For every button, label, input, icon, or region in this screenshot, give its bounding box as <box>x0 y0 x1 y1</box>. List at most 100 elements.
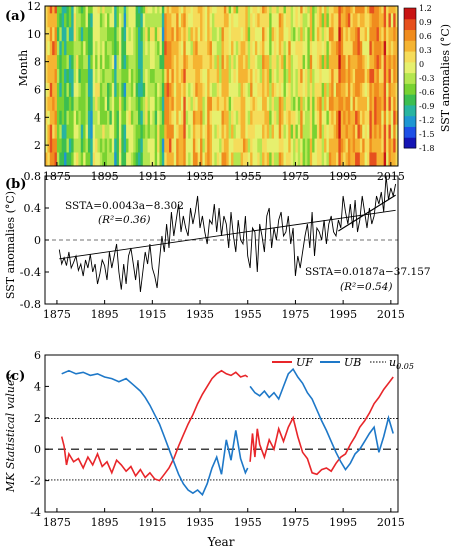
heatmap-cell <box>228 12 232 28</box>
heatmap-cell <box>378 40 382 56</box>
heatmap-cell <box>147 54 151 70</box>
heatmap-cell <box>285 138 289 153</box>
heatmap-cell <box>95 40 98 56</box>
heatmap-cell <box>118 96 122 111</box>
heatmap-cell <box>378 12 382 28</box>
heatmap-cell <box>80 54 84 70</box>
heatmap-cell <box>188 124 191 139</box>
heatmap-cell <box>190 152 194 167</box>
heatmap-cell <box>114 68 117 83</box>
heatmap-cell <box>335 82 339 97</box>
heatmap-cell <box>347 82 351 97</box>
heatmap-cell <box>381 152 385 167</box>
heatmap-cell <box>366 124 370 139</box>
heatmap-cell <box>328 96 332 111</box>
heatmap-cell <box>374 12 377 28</box>
heatmap-cell <box>314 12 318 28</box>
heatmap-cell <box>238 96 241 111</box>
heatmap-cell <box>235 26 239 42</box>
heatmap-cell <box>157 96 160 111</box>
heatmap-cell <box>190 138 194 153</box>
heatmap-cell <box>209 6 213 14</box>
heatmap-cell <box>307 6 311 14</box>
heatmap-cell <box>262 68 265 83</box>
heatmap-cell <box>195 6 199 14</box>
heatmap-cell <box>87 12 91 28</box>
heatmap-cell <box>152 12 156 28</box>
heatmap-cell <box>383 96 387 111</box>
heatmap-cell <box>214 82 218 97</box>
heatmap-cell <box>281 6 284 14</box>
heatmap-cell <box>295 12 299 28</box>
heatmap-cell <box>56 138 60 153</box>
heatmap-cell <box>247 110 251 125</box>
heatmap-cell <box>369 68 373 83</box>
heatmap-cell <box>173 6 177 14</box>
heatmap-cell <box>307 110 311 125</box>
heatmap-cell <box>66 110 70 125</box>
heatmap-cell <box>300 96 303 111</box>
heatmap-cell <box>104 26 108 42</box>
heatmap-cell <box>245 40 249 56</box>
heatmap-cell <box>221 40 225 56</box>
heatmap-cell <box>157 54 160 70</box>
heatmap-cell <box>76 110 79 125</box>
heatmap-cell <box>312 26 315 42</box>
heatmap-cell <box>157 40 160 56</box>
heatmap-cell <box>316 138 320 153</box>
heatmap-cell <box>118 138 122 153</box>
heatmap-cell <box>216 96 220 111</box>
heatmap-cell <box>142 82 146 97</box>
heatmap-cell <box>223 82 227 97</box>
heatmap-cell <box>376 6 380 14</box>
heatmap-cell <box>90 54 94 70</box>
heatmap-cell <box>214 26 218 42</box>
heatmap-cell <box>262 54 265 70</box>
heatmap-cell <box>242 96 246 111</box>
heatmap-cell <box>228 6 232 14</box>
heatmap-cell <box>295 96 299 111</box>
heatmap-cell <box>300 124 303 139</box>
heatmap-cell <box>371 54 375 70</box>
heatmap-cell <box>395 124 399 139</box>
colorbar-swatch <box>404 115 416 127</box>
heatmap-cell <box>176 96 179 111</box>
heatmap-cell <box>161 26 165 42</box>
heatmap-cell <box>359 40 363 56</box>
heatmap-cell <box>319 82 323 97</box>
heatmap-cell <box>290 6 294 14</box>
heatmap-cell <box>364 6 368 14</box>
heatmap-cell <box>76 124 79 139</box>
heatmap-cell <box>188 68 191 83</box>
heatmap-cell <box>297 138 301 153</box>
heatmap-cell <box>221 12 225 28</box>
heatmap-cell <box>390 26 394 42</box>
heatmap-cell <box>214 40 218 56</box>
heatmap-cell <box>83 110 86 125</box>
heatmap-cell <box>262 110 265 125</box>
heatmap-cell <box>295 40 299 56</box>
heatmap-cell <box>140 138 144 153</box>
heatmap-cell <box>61 6 65 14</box>
heatmap-cell <box>97 152 101 167</box>
heatmap-cell <box>71 124 75 139</box>
heatmap-cell <box>331 138 335 153</box>
heatmap-cell <box>316 26 320 42</box>
heatmap-cell <box>66 54 70 70</box>
heatmap-cell <box>192 54 196 70</box>
heatmap-cell <box>278 12 282 28</box>
heatmap-cell <box>266 40 270 56</box>
heatmap-cell <box>197 40 201 56</box>
heatmap-cell <box>378 138 382 153</box>
heatmap-cell <box>345 68 349 83</box>
heatmap-cell <box>312 82 315 97</box>
heatmap-cell <box>352 68 356 83</box>
heatmap-cell <box>56 96 60 111</box>
heatmap-cell <box>138 6 141 14</box>
heatmap-cell <box>180 54 184 70</box>
heatmap-cell <box>109 152 113 167</box>
heatmap-cell <box>99 96 103 111</box>
heatmap-cell <box>92 82 96 97</box>
heatmap-cell <box>347 68 351 83</box>
heatmap-cell <box>49 96 53 111</box>
